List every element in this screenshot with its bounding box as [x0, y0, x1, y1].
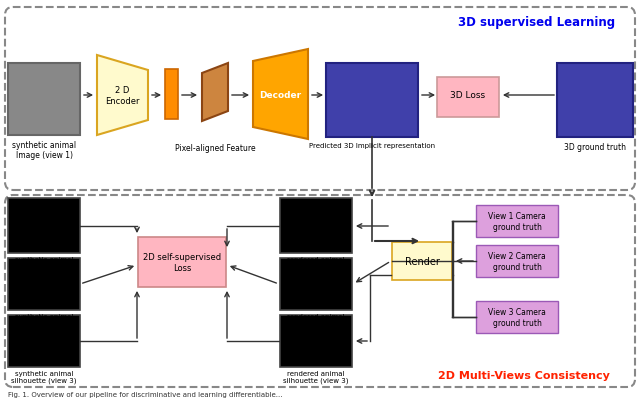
FancyBboxPatch shape	[8, 64, 80, 136]
FancyBboxPatch shape	[437, 78, 499, 118]
FancyBboxPatch shape	[138, 237, 226, 287]
FancyBboxPatch shape	[476, 301, 558, 333]
Text: rendered animal
silhouette(view 1): rendered animal silhouette(view 1)	[284, 256, 348, 270]
Text: 3D Loss: 3D Loss	[451, 91, 486, 100]
Text: rendered animal
silhouette(view 2): rendered animal silhouette(view 2)	[284, 313, 348, 327]
Text: synthetic animal
Image (view 1): synthetic animal Image (view 1)	[12, 141, 76, 160]
Text: 3D supervised Learning: 3D supervised Learning	[458, 16, 615, 29]
FancyBboxPatch shape	[476, 245, 558, 277]
Text: Predicted 3D Implicit representation: Predicted 3D Implicit representation	[309, 143, 435, 149]
FancyBboxPatch shape	[280, 258, 352, 310]
FancyBboxPatch shape	[476, 205, 558, 237]
FancyBboxPatch shape	[5, 196, 635, 387]
Text: View 2 Camera
ground truth: View 2 Camera ground truth	[488, 252, 546, 271]
FancyBboxPatch shape	[8, 198, 80, 254]
FancyBboxPatch shape	[326, 64, 418, 138]
Text: synthetic animal
silhouette(view 2): synthetic animal silhouette(view 2)	[12, 313, 76, 327]
Text: rendered animal
silhouette (view 3): rendered animal silhouette (view 3)	[284, 370, 349, 384]
FancyBboxPatch shape	[280, 198, 352, 254]
Text: Render: Render	[404, 256, 440, 266]
FancyBboxPatch shape	[280, 315, 352, 367]
Text: 3D ground truth: 3D ground truth	[564, 143, 626, 151]
Text: 2 D
Encoder: 2 D Encoder	[105, 86, 140, 105]
FancyBboxPatch shape	[557, 64, 633, 138]
Text: Decoder: Decoder	[259, 91, 301, 100]
Text: View 1 Camera
ground truth: View 1 Camera ground truth	[488, 212, 546, 231]
Text: Fig. 1. Overview of our pipeline for discriminative and learning differentiable.: Fig. 1. Overview of our pipeline for dis…	[8, 391, 282, 397]
FancyBboxPatch shape	[8, 258, 80, 310]
Text: synthetic animal
silhouette(view 1): synthetic animal silhouette(view 1)	[12, 256, 76, 270]
Text: 2D Multi-Views Consistency: 2D Multi-Views Consistency	[438, 370, 610, 380]
Text: Pixel-aligned Feature: Pixel-aligned Feature	[175, 144, 255, 153]
FancyBboxPatch shape	[8, 315, 80, 367]
FancyBboxPatch shape	[165, 70, 178, 120]
Polygon shape	[253, 50, 308, 140]
Polygon shape	[202, 64, 228, 122]
Text: synthetic animal
silhouette (view 3): synthetic animal silhouette (view 3)	[12, 370, 77, 384]
Polygon shape	[97, 56, 148, 136]
FancyBboxPatch shape	[392, 243, 452, 280]
Text: 2D self-supervised
Loss: 2D self-supervised Loss	[143, 253, 221, 272]
Text: View 3 Camera
ground truth: View 3 Camera ground truth	[488, 307, 546, 327]
FancyBboxPatch shape	[5, 8, 635, 190]
